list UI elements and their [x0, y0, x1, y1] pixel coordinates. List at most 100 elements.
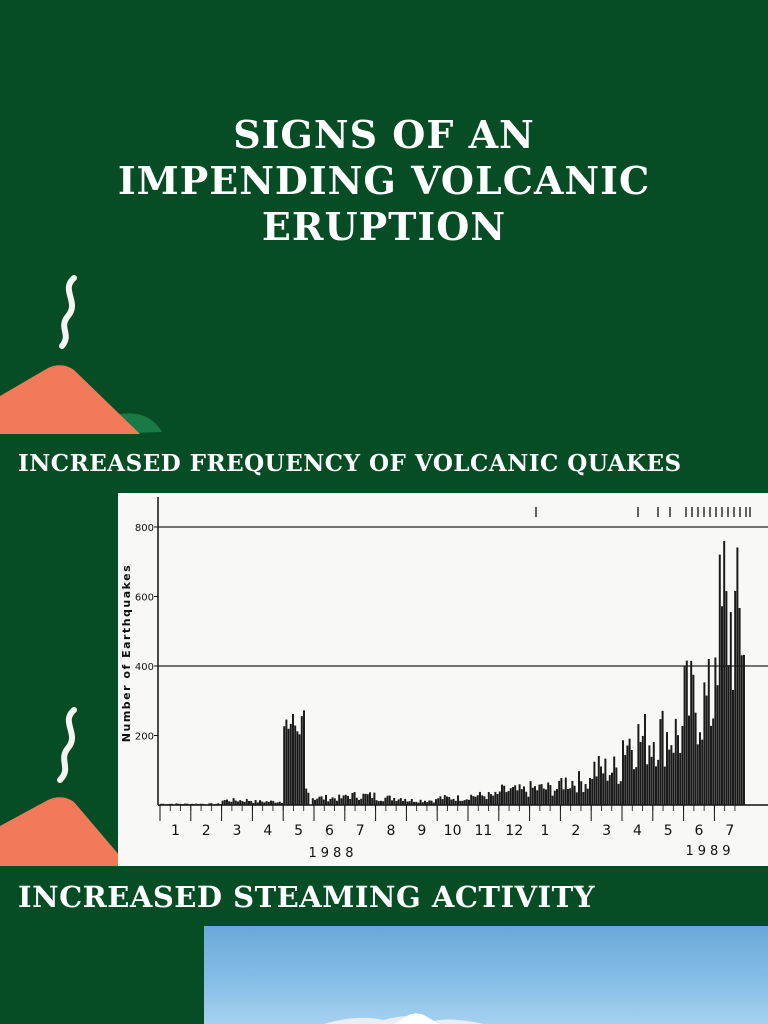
- data-bar-4-7: [298, 734, 301, 805]
- data-bar-13-7: [575, 792, 578, 805]
- data-bar-18-2: [718, 554, 721, 805]
- data-bar-17-1: [685, 660, 688, 805]
- data-bar-0-3: [166, 804, 169, 805]
- data-bar-2-12: [248, 800, 250, 805]
- data-bar-14-1: [593, 761, 596, 805]
- y-tick-label-200: 200: [135, 732, 154, 743]
- data-bar-9-5: [448, 797, 451, 805]
- data-bar-7-1: [377, 801, 380, 805]
- data-bar-7-7: [391, 800, 393, 805]
- data-bar-11-13: [527, 796, 530, 805]
- month-label-18: 7: [725, 823, 734, 839]
- data-bar-2-8: [239, 800, 242, 805]
- data-bar-11-0: [498, 791, 501, 805]
- smoke-icon: [59, 275, 77, 349]
- month-label-0: 1: [171, 823, 180, 839]
- data-bar-12-7: [545, 789, 547, 805]
- month-label-13: 2: [571, 823, 580, 839]
- y-tick-label-600: 600: [135, 593, 154, 604]
- data-bar-12-9: [549, 785, 552, 805]
- data-bar-13-10: [582, 792, 585, 805]
- data-bar-10-4: [476, 795, 479, 805]
- data-bar-0-5: [171, 803, 173, 805]
- data-bar-13-3: [567, 789, 569, 805]
- data-bar-11-6: [512, 787, 514, 805]
- data-bar-16-7: [668, 749, 671, 805]
- data-bar-18-9: [734, 590, 737, 805]
- data-bar-5-8: [331, 797, 334, 805]
- month-label-15: 4: [633, 823, 642, 839]
- data-bar-1-11: [215, 803, 217, 805]
- data-bar-16-0: [652, 742, 655, 805]
- page-title: SIGNS OF AN IMPENDING VOLCANIC ERUPTION: [0, 112, 768, 250]
- data-bar-0-8: [177, 803, 180, 805]
- data-bar-5-11: [338, 794, 341, 805]
- data-bar-0-2: [164, 804, 167, 805]
- data-bar-10-1: [470, 794, 473, 805]
- data-bar-14-8: [608, 775, 611, 805]
- data-bar-12-2: [534, 786, 536, 805]
- data-bar-4-2: [287, 728, 290, 805]
- data-bar-8-12: [432, 802, 435, 805]
- month-label-10: 11: [474, 823, 492, 839]
- data-bar-7-5: [386, 795, 389, 805]
- y-axis-label: Number of Earthquakes: [120, 564, 133, 742]
- data-bar-5-4: [322, 799, 325, 805]
- data-bar-8-13: [435, 799, 437, 805]
- data-bar-11-3: [505, 792, 508, 805]
- mountain-silhouette: [324, 1013, 484, 1024]
- data-bar-6-3: [351, 792, 354, 805]
- data-bar-14-13: [619, 781, 622, 805]
- month-label-7: 8: [387, 823, 396, 839]
- data-bar-18-6: [727, 665, 730, 805]
- data-bar-10-6: [481, 795, 484, 805]
- data-bar-6-5: [355, 797, 358, 805]
- data-bar-9-8: [454, 800, 457, 805]
- data-bar-17-4: [692, 674, 695, 805]
- data-bar-12-6: [542, 788, 545, 805]
- data-bar-3-9: [272, 800, 275, 805]
- data-bar-18-11: [738, 607, 741, 805]
- data-bar-0-9: [179, 803, 182, 805]
- data-bar-14-5: [602, 773, 605, 805]
- data-bar-13-6: [573, 785, 576, 805]
- data-bar-8-4: [415, 801, 418, 805]
- title-line-1: SIGNS OF AN: [233, 112, 535, 157]
- data-bar-2-10: [243, 801, 246, 805]
- data-bar-18-13: [743, 654, 745, 805]
- data-bar-12-13: [558, 780, 561, 805]
- data-bar-4-12: [309, 804, 312, 806]
- data-bar-16-9: [672, 752, 675, 805]
- data-bar-3-3: [259, 800, 261, 805]
- data-bar-11-7: [514, 785, 517, 805]
- data-bar-18-1: [716, 685, 719, 805]
- data-bar-15-13: [650, 756, 653, 805]
- data-bar-11-10: [520, 789, 523, 805]
- title-line-3: ERUPTION: [261, 204, 507, 249]
- data-bar-4-1: [285, 719, 288, 805]
- year-label-1989: 1989: [685, 844, 734, 859]
- data-bar-1-6: [204, 804, 206, 805]
- data-bar-3-11: [276, 802, 279, 805]
- data-bar-5-9: [333, 798, 336, 805]
- month-label-1: 2: [202, 823, 211, 839]
- data-bar-8-8: [424, 800, 426, 805]
- data-bar-14-3: [597, 756, 600, 805]
- data-bar-7-6: [388, 795, 391, 805]
- data-bar-18-10: [736, 547, 739, 805]
- data-bar-10-5: [479, 791, 481, 805]
- data-bar-0-13: [188, 804, 191, 805]
- data-bar-1-2: [195, 803, 198, 805]
- data-bar-4-0: [283, 726, 286, 805]
- data-bar-12-8: [547, 782, 550, 805]
- data-bar-17-13: [712, 718, 715, 805]
- data-bar-18-8: [732, 689, 734, 805]
- data-bar-17-5: [694, 712, 697, 805]
- data-bar-9-9: [457, 795, 459, 805]
- data-bar-6-4: [353, 792, 356, 805]
- data-bar-17-11: [707, 658, 710, 805]
- data-bar-17-12: [710, 725, 712, 805]
- data-bar-0-7: [175, 803, 178, 805]
- data-bar-6-9: [364, 793, 367, 805]
- data-bar-4-9: [303, 710, 305, 805]
